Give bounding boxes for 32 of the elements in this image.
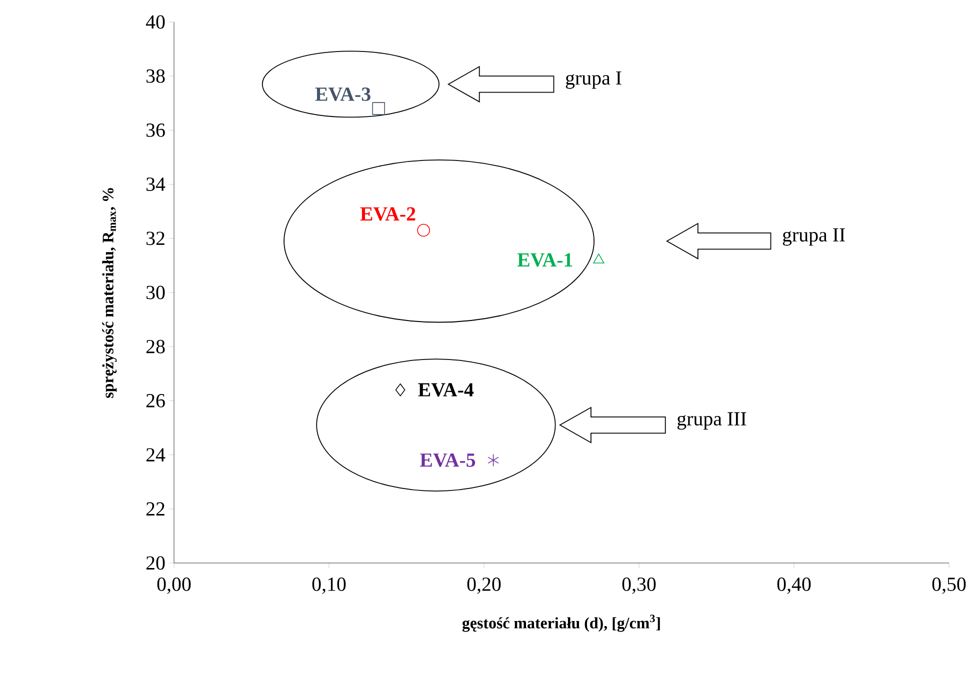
x-tick-label: 0,40 [777, 578, 811, 594]
point [488, 454, 499, 467]
series-label: EVA-3 [315, 88, 370, 102]
x-axis-title: gęstość materiału (d), [g/cm$^{3}$] [462, 614, 660, 632]
x-tick-label: 0,00 [157, 578, 191, 594]
y-tick-label: 34 [146, 178, 166, 191]
y-tick-label: 40 [146, 15, 165, 29]
series-label: EVA-4 [418, 383, 474, 397]
point [417, 224, 430, 237]
x-tick-label: 0,30 [622, 578, 656, 594]
annotation: grupa I [566, 71, 622, 89]
series-label: EVA-5 [420, 453, 476, 467]
series-label: EVA-2 [360, 207, 416, 221]
y-tick-label: 20 [146, 556, 165, 570]
annotation: grupa III [677, 412, 746, 430]
y-tick-label: 32 [146, 232, 164, 246]
y-tick-label: 26 [146, 394, 165, 408]
x-tick-label: 0,20 [467, 578, 501, 594]
x-tick-label: 0,50 [932, 578, 966, 594]
y-tick-label: 38 [146, 69, 165, 83]
y-tick-label: 24 [146, 448, 166, 462]
point [395, 383, 406, 396]
y-axis-title: sprężystość materiału, R$_{max}$, % [102, 188, 117, 398]
y-tick-label: 28 [146, 340, 165, 354]
point [593, 254, 604, 264]
point [372, 102, 385, 115]
y-tick-label: 22 [146, 502, 164, 516]
y-tick-label: 30 [146, 286, 165, 300]
annotation: grupa II [782, 228, 845, 246]
y-tick-label: 36 [146, 124, 165, 137]
series-label: EVA-1 [517, 253, 572, 267]
x-tick-label: 0,10 [312, 578, 346, 594]
